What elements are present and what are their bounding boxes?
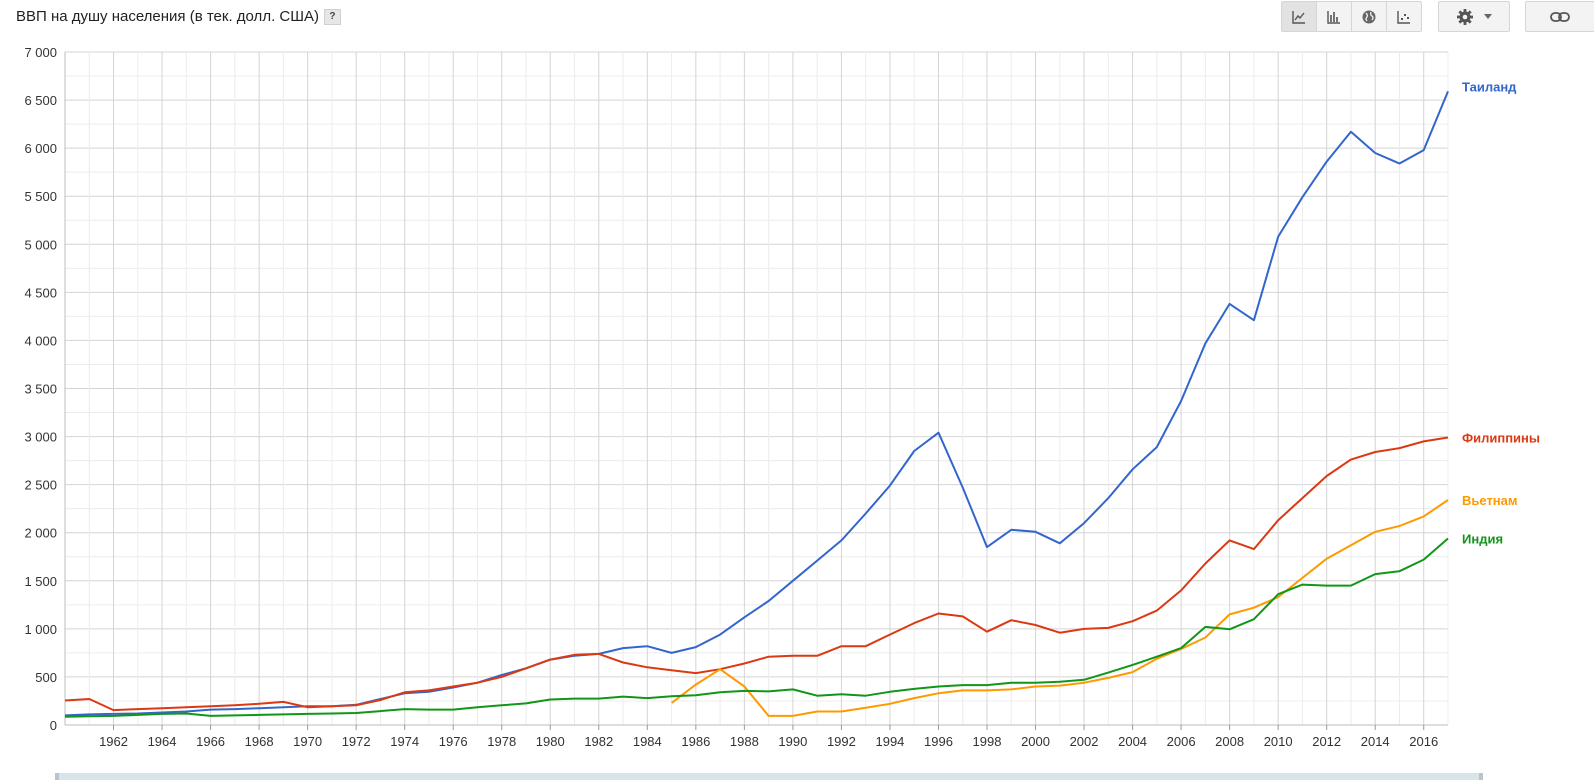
x-tick-label: 1994: [875, 734, 904, 749]
scatter-chart-icon: [1397, 10, 1410, 24]
y-tick-label: 3 000: [24, 430, 57, 445]
x-tick-label: 1998: [973, 734, 1002, 749]
y-tick-label: 5 000: [24, 237, 57, 252]
y-tick-label: 6 500: [24, 93, 57, 108]
x-tick-label: 1986: [681, 734, 710, 749]
grid-lines: [65, 51, 1449, 726]
settings-button[interactable]: [1438, 1, 1510, 32]
series-label[interactable]: Индия: [1462, 531, 1503, 546]
gear-icon: [1457, 8, 1473, 25]
x-tick-label: 1982: [584, 734, 613, 749]
x-tick-label: 1968: [245, 734, 274, 749]
y-tick-label: 5 500: [24, 189, 57, 204]
x-tick-label: 2002: [1070, 734, 1099, 749]
globe-icon: [1362, 10, 1376, 23]
bar-chart-button[interactable]: [1317, 2, 1352, 31]
series-label[interactable]: Вьетнам: [1462, 493, 1518, 508]
x-axis-ticks: 1962 1964 1966 1968 1970 1972 1974 1976 1978 1980…: [99, 725, 1438, 749]
y-axis-ticks: 0 500 1 000 1 500 2 000 2 500 3 000 3 500 4 000 4…: [24, 45, 57, 733]
help-button[interactable]: ?: [323, 8, 341, 25]
series-labels: Таиланд Филиппины Вьетнам Индия: [1462, 79, 1540, 546]
chart-type-toolbar: [1281, 1, 1422, 32]
x-tick-label: 1980: [536, 734, 565, 749]
line-chart-button[interactable]: [1282, 2, 1317, 31]
x-tick-label: 1988: [730, 734, 759, 749]
series-line[interactable]: [670, 499, 1449, 717]
x-tick-label: 2012: [1312, 734, 1341, 749]
chart-title-row: ВВП на душу населения (в тек. долл. США)…: [16, 8, 341, 25]
axes: [64, 52, 1448, 726]
x-tick-label: 2004: [1118, 734, 1147, 749]
y-tick-label: 1 000: [24, 622, 57, 637]
y-tick-label: 4 000: [24, 333, 57, 348]
x-tick-label: 1974: [390, 734, 419, 749]
x-tick-label: 1964: [148, 734, 177, 749]
y-tick-label: 3 500: [24, 382, 57, 397]
series-line[interactable]: [64, 436, 1449, 712]
x-tick-label: 2000: [1021, 734, 1050, 749]
y-tick-label: 0: [50, 718, 57, 733]
y-tick-label: 7 000: [24, 45, 57, 60]
link-icon: [1550, 11, 1570, 22]
y-tick-label: 2 500: [24, 478, 57, 493]
map-chart-button[interactable]: [1352, 2, 1387, 31]
y-tick-label: 4 500: [24, 285, 57, 300]
chart-title: ВВП на душу населения (в тек. долл. США): [16, 8, 319, 25]
x-tick-label: 1972: [342, 734, 371, 749]
y-tick-label: 2 000: [24, 526, 57, 541]
series-line[interactable]: [64, 537, 1449, 718]
series-lines: [64, 91, 1449, 718]
x-tick-label: 1992: [827, 734, 856, 749]
x-tick-label: 2014: [1361, 734, 1390, 749]
scatter-chart-button[interactable]: [1387, 2, 1421, 31]
y-tick-label: 500: [35, 670, 57, 685]
x-tick-label: 1984: [633, 734, 662, 749]
x-tick-label: 1970: [293, 734, 322, 749]
y-tick-label: 6 000: [24, 141, 57, 156]
x-tick-label: 2006: [1167, 734, 1196, 749]
series-label[interactable]: Филиппины: [1462, 431, 1540, 446]
link-button[interactable]: [1525, 1, 1594, 32]
x-tick-label: 1996: [924, 734, 953, 749]
chevron-down-icon: [1484, 13, 1492, 19]
x-tick-label: 1990: [778, 734, 807, 749]
x-tick-label: 1978: [487, 734, 516, 749]
x-tick-label: 2010: [1264, 734, 1293, 749]
time-range-scrollbar[interactable]: [55, 773, 1483, 780]
x-tick-label: 1976: [439, 734, 468, 749]
series-label[interactable]: Таиланд: [1462, 79, 1517, 94]
x-tick-label: 1962: [99, 734, 128, 749]
y-tick-label: 1 500: [24, 574, 57, 589]
bar-chart-icon: [1327, 10, 1340, 24]
series-line[interactable]: [64, 91, 1449, 717]
x-tick-label: 2008: [1215, 734, 1244, 749]
x-tick-label: 1966: [196, 734, 225, 749]
line-chart-icon: [1292, 10, 1305, 24]
x-tick-label: 2016: [1409, 734, 1438, 749]
